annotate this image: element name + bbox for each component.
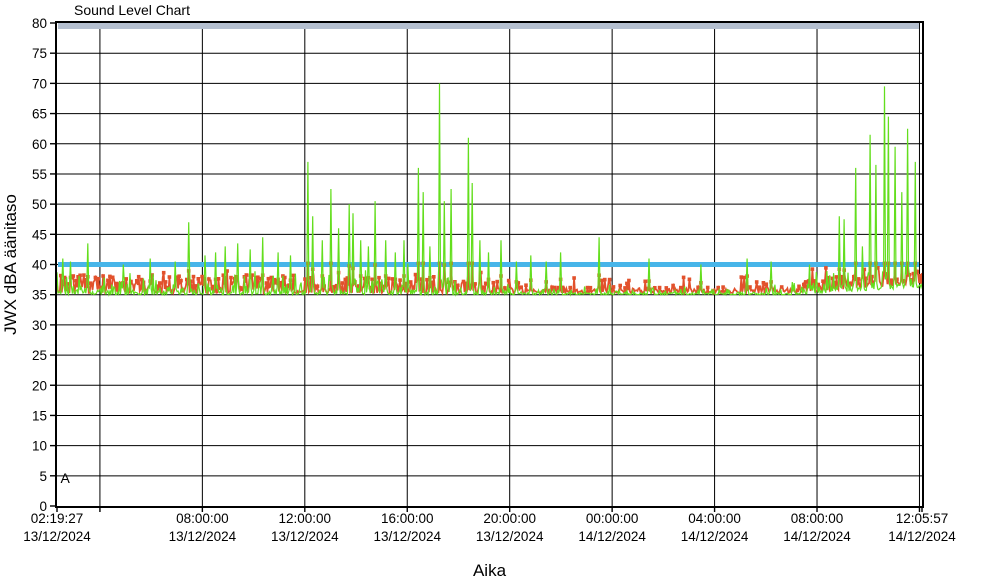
y-tick-label: 75 [32, 46, 47, 61]
x-tick-time-label: 12:00:00 [279, 511, 332, 526]
y-tick-label: 0 [39, 499, 47, 514]
y-tick-label: 70 [32, 76, 47, 91]
y-tick-label: 35 [32, 288, 47, 303]
y-tick-label: 55 [32, 167, 47, 182]
series-average-markers [59, 261, 922, 290]
x-tick-date-label: 14/12/2024 [578, 529, 646, 544]
x-tick-date-label: 14/12/2024 [681, 529, 749, 544]
y-tick-label: 5 [39, 469, 47, 484]
chart-title: Sound Level Chart [74, 2, 190, 18]
x-tick-time-label: 20:00:00 [483, 511, 536, 526]
y-tick-label: 80 [32, 16, 47, 31]
y-tick-label: 25 [32, 348, 47, 363]
x-tick-date-label: 13/12/2024 [169, 529, 237, 544]
y-axis-title: JWX dBA äänitaso [1, 194, 20, 335]
y-tick-label: 30 [32, 318, 47, 333]
y-tick-label: 65 [32, 107, 47, 122]
y-tick-label: 15 [32, 408, 47, 423]
y-tick-label: 50 [32, 197, 47, 212]
axis-ticks [50, 22, 923, 512]
x-tick-time-label: 02:19:27 [31, 511, 84, 526]
x-tick-time-label: 16:00:00 [381, 511, 434, 526]
y-tick-label: 40 [32, 258, 47, 273]
x-tick-date-label: 13/12/2024 [476, 529, 544, 544]
plot-data [57, 83, 922, 297]
y-tick-label: 60 [32, 137, 47, 152]
x-tick-time-label: 08:00:00 [176, 511, 229, 526]
x-tick-date-label: 13/12/2024 [271, 529, 339, 544]
x-tick-time-label: 04:00:00 [688, 511, 741, 526]
x-tick-time-label: 12:05:57 [896, 511, 949, 526]
y-tick-label: 20 [32, 378, 47, 393]
x-tick-date-label: 13/12/2024 [23, 529, 91, 544]
x-tick-date-label: 14/12/2024 [783, 529, 851, 544]
x-tick-time-label: 00:00:00 [586, 511, 639, 526]
series-sound-level-peaks [57, 83, 922, 297]
x-tick-time-label: 08:00:00 [791, 511, 844, 526]
x-tick-date-label: 14/12/2024 [888, 529, 956, 544]
y-tick-label: 10 [32, 439, 47, 454]
plot-area[interactable] [57, 23, 922, 506]
y-tick-label: 45 [32, 227, 47, 242]
x-axis-title: Aika [473, 561, 507, 580]
cursor-label-a[interactable]: A [61, 470, 71, 486]
x-tick-date-label: 13/12/2024 [373, 529, 441, 544]
